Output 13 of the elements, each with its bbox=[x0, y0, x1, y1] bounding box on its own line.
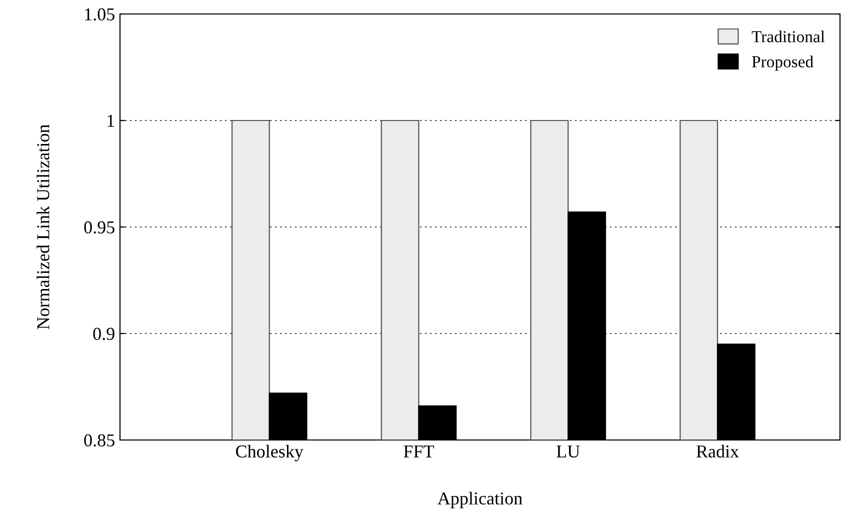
y-tick-label: 0.95 bbox=[84, 221, 114, 234]
x-axis-title: Application bbox=[438, 492, 522, 508]
y-tick-label: 1 bbox=[108, 114, 114, 127]
x-tick-label: Radix bbox=[696, 444, 739, 458]
y-axis-title: Normalized Link Utilization bbox=[36, 124, 50, 330]
legend-label: Traditional bbox=[752, 30, 825, 42]
legend-label: Proposed bbox=[752, 56, 814, 71]
x-tick-label: FFT bbox=[404, 446, 434, 458]
y-tick-label: 1.05 bbox=[85, 8, 114, 21]
y-tick-label: 0.85 bbox=[84, 434, 114, 447]
x-tick-label: LU bbox=[556, 446, 580, 458]
x-tick-label: Cholesky bbox=[236, 444, 304, 462]
y-tick-label: 0.9 bbox=[93, 328, 114, 340]
